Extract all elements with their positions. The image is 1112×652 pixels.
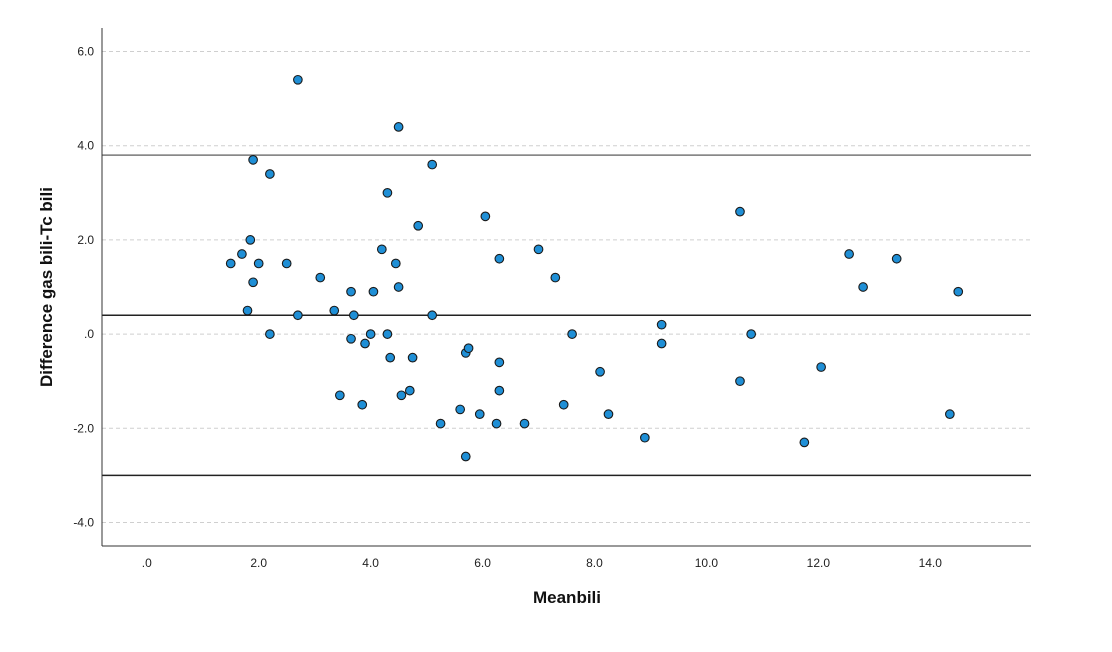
data-point: [360, 338, 370, 349]
data-points: [225, 74, 964, 462]
y-tick-label: -2.0: [73, 421, 94, 435]
data-point: [558, 399, 569, 410]
y-tick-label: -4.0: [73, 515, 94, 529]
x-tick-label: 14.0: [919, 556, 943, 570]
data-point: [293, 74, 303, 85]
data-point: [390, 258, 401, 269]
data-point: [474, 409, 485, 419]
data-point: [480, 211, 491, 222]
data-point: [396, 390, 407, 401]
data-point: [346, 333, 356, 344]
data-point: [427, 310, 438, 321]
x-tick-label: 4.0: [362, 556, 379, 570]
x-tick-label: 12.0: [807, 556, 831, 570]
y-axis-title: Difference gas bili-Tc bili: [37, 187, 56, 387]
data-point: [293, 310, 303, 321]
data-point: [245, 235, 256, 245]
data-point: [242, 305, 253, 316]
data-point: [519, 418, 530, 429]
data-point: [334, 390, 345, 401]
reference-lines: [102, 154, 1031, 477]
data-point: [281, 258, 292, 269]
data-point: [346, 286, 356, 297]
data-point: [816, 362, 826, 372]
data-point: [595, 366, 605, 377]
data-point: [494, 385, 505, 396]
x-tick-label: 2.0: [250, 556, 267, 570]
data-point: [463, 343, 474, 354]
data-point: [656, 338, 667, 349]
data-point: [385, 352, 396, 363]
y-axis-ticks: -4.0 -2.0 .0 2.0 4.0 6.0: [73, 45, 94, 530]
gridlines: [102, 51, 1031, 523]
x-tick-label: .0: [142, 556, 152, 570]
data-point: [315, 272, 326, 283]
data-point: [494, 357, 505, 368]
data-point: [376, 244, 387, 255]
data-point: [799, 437, 810, 448]
data-point: [348, 310, 359, 321]
data-point: [735, 206, 745, 217]
data-point: [365, 329, 376, 339]
data-point: [357, 399, 368, 410]
data-point: [427, 159, 438, 170]
data-point: [533, 244, 544, 255]
x-tick-label: 6.0: [474, 556, 491, 570]
data-point: [435, 418, 446, 429]
data-point: [407, 352, 418, 363]
data-point: [382, 329, 393, 339]
data-point: [746, 329, 757, 339]
data-point: [491, 418, 502, 429]
data-point: [953, 286, 964, 297]
data-point: [368, 286, 379, 297]
data-point: [393, 122, 404, 132]
data-point: [248, 155, 258, 165]
data-point: [945, 409, 955, 419]
data-point: [225, 258, 236, 269]
data-point: [858, 282, 868, 292]
data-point: [455, 404, 466, 415]
x-axis-title: Meanbili: [533, 588, 601, 607]
data-point: [656, 319, 667, 330]
x-tick-label: 8.0: [586, 556, 603, 570]
data-point: [393, 282, 404, 292]
y-tick-label: 6.0: [77, 45, 94, 59]
data-point: [550, 272, 561, 283]
data-point: [265, 169, 275, 179]
x-axis-ticks: .0 2.0 4.0 6.0 8.0 10.0 12.0 14.0: [142, 556, 943, 570]
data-point: [494, 253, 505, 264]
x-tick-label: 10.0: [695, 556, 719, 570]
data-point: [253, 258, 264, 269]
data-point: [639, 432, 650, 443]
data-point: [237, 249, 247, 259]
data-point: [603, 409, 614, 419]
data-point: [413, 220, 424, 231]
data-point: [460, 451, 471, 462]
data-point: [891, 253, 902, 264]
data-point: [248, 277, 258, 288]
data-point: [735, 376, 745, 387]
data-point: [567, 329, 577, 339]
y-tick-label: 2.0: [77, 233, 94, 247]
data-point: [265, 329, 275, 339]
data-point: [329, 305, 340, 316]
data-point: [404, 385, 415, 396]
y-tick-label: .0: [84, 327, 94, 341]
data-point: [382, 187, 393, 198]
y-tick-label: 4.0: [77, 139, 94, 153]
data-point: [844, 249, 854, 259]
